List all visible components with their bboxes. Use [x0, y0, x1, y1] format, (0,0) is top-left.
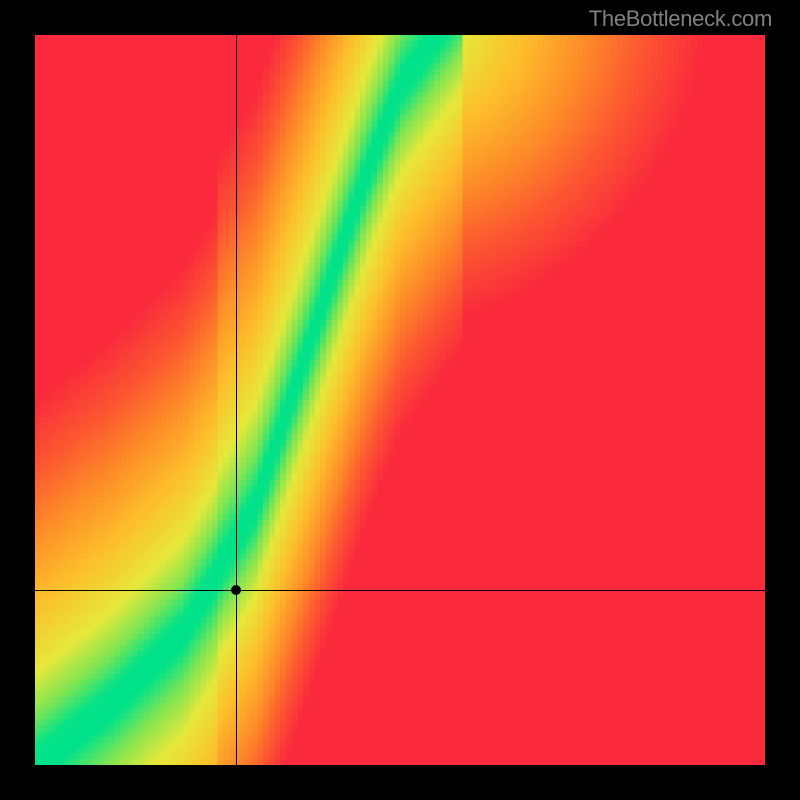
plot-area [35, 35, 765, 765]
chart-container: TheBottleneck.com [0, 0, 800, 800]
crosshair-horizontal [35, 590, 765, 591]
marker-dot [231, 585, 241, 595]
watermark-text: TheBottleneck.com [589, 6, 772, 32]
heatmap-canvas [35, 35, 765, 765]
crosshair-vertical [236, 35, 237, 765]
